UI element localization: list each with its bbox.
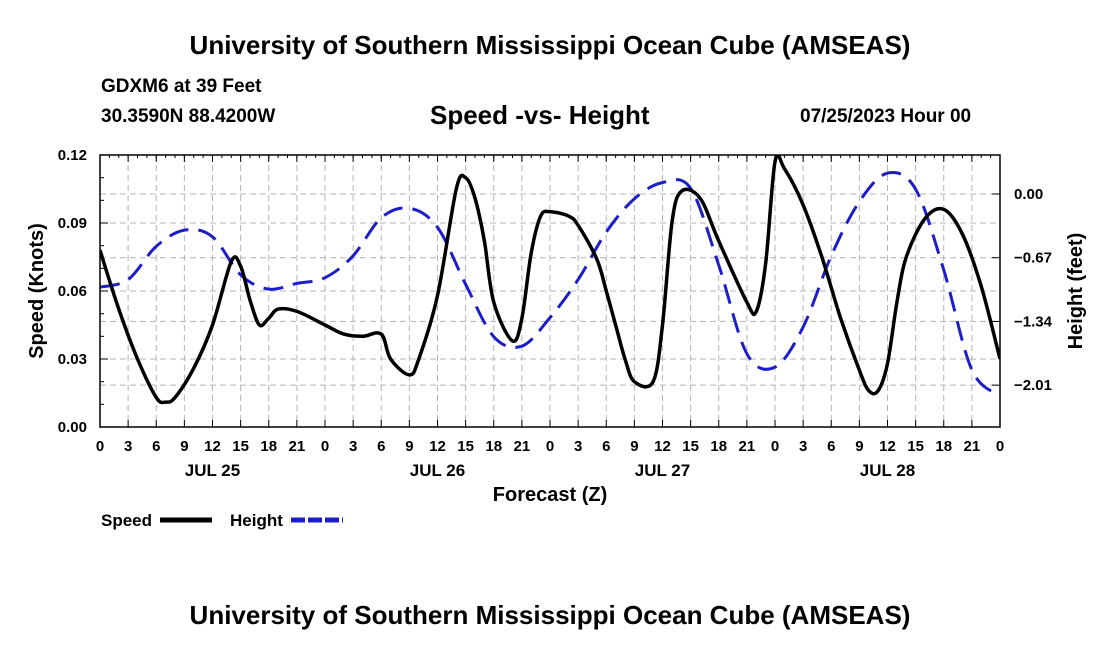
x-tick-label: 3 xyxy=(799,438,807,455)
y2-tick-label: 0.00 xyxy=(1014,186,1043,203)
x-tick-label: 0 xyxy=(96,438,104,455)
y2-tick-label: −0.67 xyxy=(1014,250,1052,267)
x-tick-label: 12 xyxy=(204,438,221,455)
x-tick-label: 6 xyxy=(152,438,160,455)
x-tick-label: 9 xyxy=(405,438,413,455)
x-tick-label: 0 xyxy=(771,438,779,455)
x-tick-label: 18 xyxy=(485,438,502,455)
y2-tick-label: −2.01 xyxy=(1014,377,1052,394)
x-axis-day-labels: JUL 25 JUL 26 JUL 27 JUL 28 xyxy=(185,461,915,480)
x-tick-label: 6 xyxy=(827,438,835,455)
y-tick-label: 0.00 xyxy=(58,419,87,436)
x-tick-label: 0 xyxy=(321,438,329,455)
y2-tick-label: −1.34 xyxy=(1014,313,1053,330)
x-tick-label: 15 xyxy=(682,438,699,455)
station-label: GDXM6 at 39 Feet xyxy=(101,76,262,97)
chart-subtitle: Speed -vs- Height xyxy=(430,100,650,130)
legend-height-label: Height xyxy=(230,511,283,530)
x-tick-label: 9 xyxy=(630,438,638,455)
day-label: JUL 28 xyxy=(860,461,915,480)
x-axis-tick-labels: 0 3 6 9 12 15 18 21 0 3 6 9 12 15 18 21 0 3 6 9 12 15 18 21 0 3 6 9… xyxy=(96,438,1004,455)
x-tick-label: 15 xyxy=(232,438,249,455)
x-axis-label: Forecast (Z) xyxy=(493,484,607,506)
footer-title: University of Southern Mississippi Ocean… xyxy=(189,600,911,630)
x-tick-label: 21 xyxy=(964,438,981,455)
x-tick-label: 3 xyxy=(349,438,357,455)
y-tick-label: 0.03 xyxy=(58,351,87,368)
x-tick-label: 0 xyxy=(996,438,1004,455)
forecast-datetime: 07/25/2023 Hour 00 xyxy=(800,106,972,127)
x-tick-label: 15 xyxy=(907,438,924,455)
x-tick-label: 6 xyxy=(602,438,610,455)
x-tick-label: 18 xyxy=(935,438,952,455)
day-label: JUL 27 xyxy=(635,461,690,480)
y-tick-label: 0.12 xyxy=(58,147,87,164)
day-label: JUL 26 xyxy=(410,461,465,480)
x-tick-label: 3 xyxy=(124,438,132,455)
x-tick-label: 21 xyxy=(739,438,756,455)
x-tick-label: 18 xyxy=(260,438,277,455)
y-axis-label: Speed (Knots) xyxy=(26,223,48,359)
series-height-line xyxy=(100,170,1000,397)
y-tick-label: 0.06 xyxy=(58,283,87,300)
x-tick-label: 21 xyxy=(514,438,531,455)
x-tick-label: 15 xyxy=(457,438,474,455)
x-tick-label: 9 xyxy=(855,438,863,455)
y-axis-tick-labels: 0.00 0.03 0.06 0.09 0.12 xyxy=(58,147,87,436)
day-label: JUL 25 xyxy=(185,461,240,480)
legend-speed-label: Speed xyxy=(101,511,152,530)
x-tick-label: 12 xyxy=(879,438,896,455)
x-tick-label: 21 xyxy=(289,438,306,455)
plot-frame xyxy=(99,154,1001,428)
x-tick-label: 0 xyxy=(546,438,554,455)
x-tick-label: 9 xyxy=(180,438,188,455)
x-tick-label: 12 xyxy=(429,438,446,455)
y2-axis-label: Height (feet) xyxy=(1065,233,1087,350)
x-tick-label: 6 xyxy=(377,438,385,455)
legend: Speed Height xyxy=(101,511,343,530)
y-tick-label: 0.09 xyxy=(58,215,87,232)
x-tick-label: 3 xyxy=(574,438,582,455)
y2-axis-tick-labels: 0.00 −0.67 −1.34 −2.01 xyxy=(1014,186,1053,394)
x-tick-label: 18 xyxy=(710,438,727,455)
x-tick-label: 12 xyxy=(654,438,671,455)
coordinates-label: 30.3590N 88.4200W xyxy=(101,106,276,127)
series-speed-line xyxy=(100,155,1000,405)
page-title: University of Southern Mississippi Ocean… xyxy=(189,30,911,60)
